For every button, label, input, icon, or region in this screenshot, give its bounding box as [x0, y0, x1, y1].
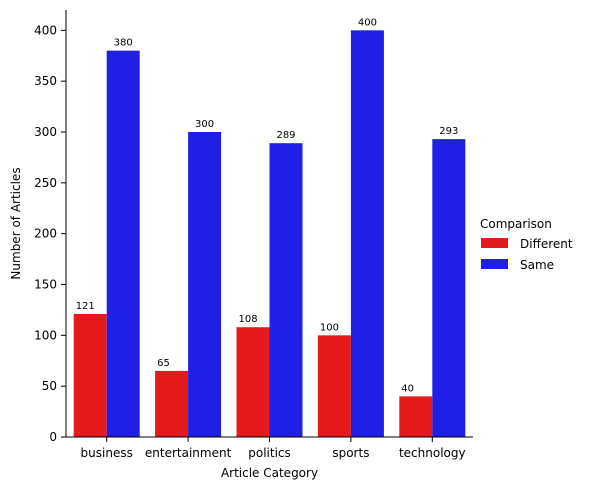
bar-same-technology: [432, 139, 466, 437]
bar-different-sports: [317, 335, 351, 437]
y-axis: 0 50 100 150 200 250 300 350 400: [34, 10, 67, 444]
data-label-same-business: 380: [114, 38, 133, 49]
legend-swatch-different: [481, 238, 508, 248]
x-tick-label-technology: technology: [399, 446, 466, 460]
y-tick-label-250: 250: [34, 176, 57, 190]
data-label-same-technology: 293: [439, 126, 458, 137]
y-tick-label-150: 150: [34, 278, 57, 292]
bar-same-politics: [269, 143, 303, 437]
x-tick-label-entertainment: entertainment: [145, 446, 232, 460]
data-label-different-sports: 100: [320, 322, 339, 333]
bar-same-sports: [350, 30, 384, 437]
data-label-different-entertainment: 65: [157, 358, 170, 369]
bar-same-business: [106, 50, 140, 438]
y-tick-label-400: 400: [34, 23, 57, 37]
bar-different-politics: [236, 327, 270, 437]
x-tick-label-sports: sports: [332, 446, 369, 460]
y-tick-label-0: 0: [49, 430, 57, 444]
bar-different-technology: [399, 396, 433, 437]
data-label-different-business: 121: [76, 301, 95, 312]
legend-label-same: Same: [520, 258, 554, 272]
bar-different-entertainment: [155, 370, 189, 437]
y-tick-label-100: 100: [34, 328, 57, 342]
y-tick-label-300: 300: [34, 125, 57, 139]
y-axis-title: Number of Articles: [9, 167, 23, 279]
legend-swatch-same: [481, 259, 508, 269]
data-label-same-politics: 289: [276, 130, 295, 141]
y-tick-label-200: 200: [34, 227, 57, 241]
plot-area: 121 380 65 300 108 289 100 400 40 293: [73, 17, 466, 438]
legend: Comparison Different Same: [480, 217, 573, 272]
bar-different-business: [73, 313, 107, 437]
x-axis: business entertainment politics sports techn…: [66, 436, 473, 460]
y-tick-label-350: 350: [34, 74, 57, 88]
legend-label-different: Different: [520, 237, 573, 251]
x-tick-label-politics: politics: [248, 446, 291, 460]
y-tick-label-50: 50: [42, 379, 57, 393]
data-label-same-entertainment: 300: [195, 119, 214, 130]
data-label-different-politics: 108: [239, 314, 258, 325]
data-label-same-sports: 400: [358, 17, 377, 28]
x-tick-label-business: business: [81, 446, 133, 460]
data-label-different-technology: 40: [401, 383, 414, 394]
legend-title: Comparison: [480, 217, 552, 231]
x-axis-title: Article Category: [221, 466, 318, 480]
bar-same-entertainment: [188, 132, 222, 437]
